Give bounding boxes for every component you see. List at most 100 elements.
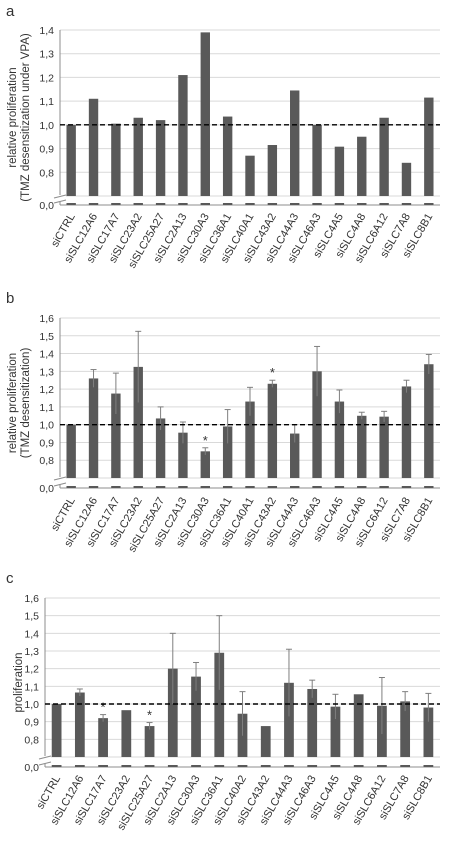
bar-base xyxy=(88,203,99,205)
bar-base xyxy=(133,203,143,205)
bar xyxy=(121,710,132,757)
bar xyxy=(200,451,210,478)
bar xyxy=(66,124,76,196)
bar-base xyxy=(267,486,278,488)
bar xyxy=(330,706,341,757)
bar xyxy=(400,701,411,757)
y-axis-label: proliferation xyxy=(13,652,25,712)
bar xyxy=(155,418,166,478)
bar xyxy=(267,145,278,196)
bar xyxy=(334,146,345,196)
bar xyxy=(66,424,76,478)
bar xyxy=(200,32,210,196)
bar-base xyxy=(200,486,210,488)
bar xyxy=(222,426,233,478)
y-tick-label: 1,2 xyxy=(39,72,54,84)
bar-base xyxy=(178,486,188,488)
bar-base xyxy=(307,765,318,767)
bar xyxy=(424,364,434,478)
panel-label: b xyxy=(6,290,14,307)
y-tick-label: 1,2 xyxy=(24,664,39,676)
bar xyxy=(284,682,294,757)
bar-base xyxy=(66,486,76,488)
bar-base xyxy=(401,486,412,488)
bar-base xyxy=(200,203,210,205)
significance-marker: * xyxy=(270,365,275,380)
bar xyxy=(379,117,389,196)
bar xyxy=(51,704,62,757)
bar xyxy=(167,668,178,757)
bar xyxy=(111,123,121,196)
y-tick-label: 1,4 xyxy=(39,349,54,361)
bar-base xyxy=(155,486,166,488)
bar xyxy=(401,162,412,196)
significance-marker: * xyxy=(147,708,152,723)
bar-base xyxy=(377,765,387,767)
bar xyxy=(144,726,155,757)
y-tick-label: 1,5 xyxy=(24,611,39,623)
axis-break-mark xyxy=(53,199,67,204)
bar-base xyxy=(237,765,248,767)
bar-base xyxy=(424,486,434,488)
bar xyxy=(290,433,300,478)
y-tick-label: 0,9 xyxy=(39,144,54,156)
bar-base xyxy=(260,765,271,767)
bar-base xyxy=(245,203,255,205)
y-tick-label: 0,8 xyxy=(24,734,39,746)
bar-base xyxy=(121,765,132,767)
bar-base xyxy=(334,203,345,205)
bar-base xyxy=(66,203,76,205)
y-tick-label: 1,4 xyxy=(24,628,39,640)
bar-base xyxy=(74,765,85,767)
bar-base xyxy=(334,486,345,488)
axis-break-gap xyxy=(39,756,51,764)
bar xyxy=(88,98,99,196)
bar-base xyxy=(214,765,225,767)
y-tick-label: 0,9 xyxy=(24,717,39,729)
y-axis-label: (TMZ desensitization under VPA) xyxy=(20,33,32,202)
bar-base xyxy=(51,765,62,767)
y-tick-label: 1,3 xyxy=(24,646,39,658)
y-tick-label: 1,1 xyxy=(39,96,54,108)
y-tick-label: 1,6 xyxy=(24,593,39,605)
bar-base xyxy=(267,203,278,205)
bar xyxy=(245,155,255,196)
bar xyxy=(178,75,188,196)
bar xyxy=(191,676,201,757)
bar xyxy=(357,415,367,478)
bar-base xyxy=(290,486,300,488)
bar xyxy=(423,707,434,757)
axis-break-mark xyxy=(38,761,52,766)
bar-base xyxy=(284,765,294,767)
bar xyxy=(222,116,233,196)
bar-base xyxy=(423,765,434,767)
bar xyxy=(88,378,99,478)
bar-base xyxy=(222,203,233,205)
bar-base xyxy=(357,486,367,488)
bar-base xyxy=(379,203,389,205)
y-tick-label: 1,0 xyxy=(24,699,39,711)
y-tick-label: 0,0 xyxy=(39,200,54,212)
bar-base xyxy=(245,486,255,488)
y-axis-label: (TMZ desensitization) xyxy=(20,348,32,459)
y-tick-label: 1,0 xyxy=(39,420,54,432)
bar-base xyxy=(312,486,322,488)
bar xyxy=(155,120,166,196)
y-tick-label: 1,5 xyxy=(39,331,54,343)
bar xyxy=(133,117,143,196)
bar-base xyxy=(191,765,201,767)
significance-marker: * xyxy=(101,700,106,715)
bar xyxy=(312,124,322,196)
bar-base xyxy=(155,203,166,205)
panel-label: a xyxy=(6,3,15,20)
bar-base xyxy=(111,203,121,205)
y-tick-label: 0,8 xyxy=(39,455,54,467)
bar xyxy=(353,694,364,757)
bar-base xyxy=(111,486,121,488)
bar-base xyxy=(88,486,99,488)
y-tick-label: 1,0 xyxy=(39,120,54,132)
bar xyxy=(424,97,434,196)
y-axis-label: relative proliferation xyxy=(7,67,19,167)
axis-break-gap xyxy=(54,477,66,485)
axis-break-mark xyxy=(53,482,67,487)
